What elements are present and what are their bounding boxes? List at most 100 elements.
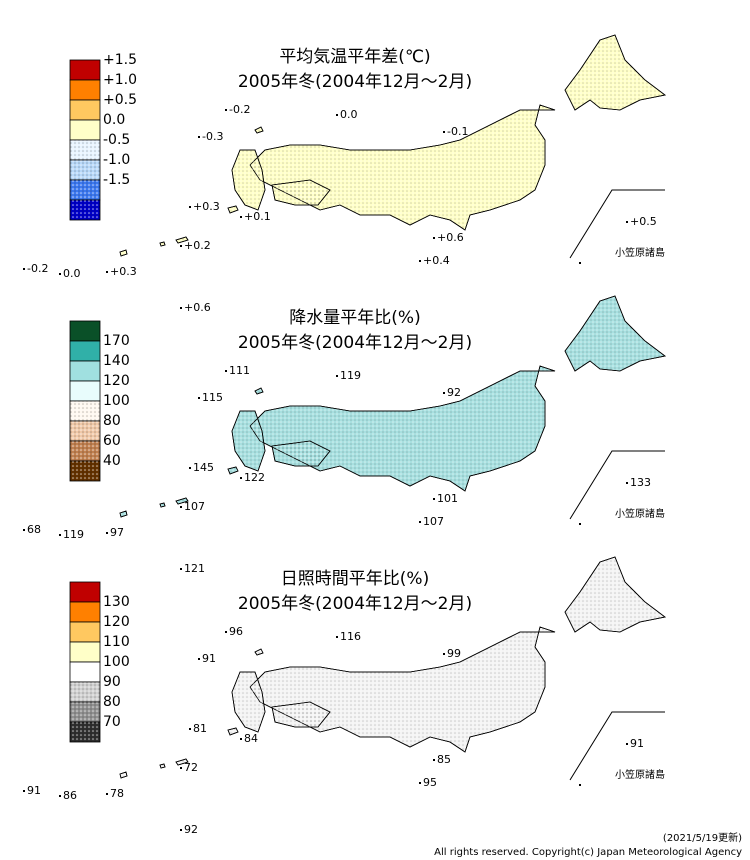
station-value: 86 bbox=[63, 789, 77, 802]
legend-label: 70 bbox=[103, 714, 121, 730]
legend-swatch bbox=[70, 582, 100, 602]
island bbox=[579, 523, 581, 525]
legend-swatch-dots bbox=[70, 200, 100, 220]
inset-label: 小笠原諸島 bbox=[615, 246, 665, 259]
legend-label: -0.5 bbox=[103, 132, 130, 148]
station-dot bbox=[336, 375, 338, 377]
legend-label: +0.5 bbox=[103, 92, 137, 108]
legend-swatch bbox=[70, 341, 100, 361]
legend-label: +1.0 bbox=[103, 72, 137, 88]
station-value: 92 bbox=[447, 386, 461, 399]
legend-swatch-dots bbox=[70, 722, 100, 742]
station-dot bbox=[198, 136, 200, 138]
legend-label: 0.0 bbox=[103, 112, 125, 128]
legend-label: 90 bbox=[103, 674, 121, 690]
station-dot bbox=[240, 216, 242, 218]
station-dot bbox=[225, 109, 227, 111]
station-dot bbox=[443, 392, 445, 394]
legend-swatch bbox=[70, 381, 100, 401]
legend-swatch bbox=[70, 361, 100, 381]
station-value: 119 bbox=[340, 369, 361, 382]
copyright: All rights reserved. Copyright(c) Japan … bbox=[434, 847, 742, 858]
station-dot bbox=[106, 532, 108, 534]
station-value: 91 bbox=[27, 784, 41, 797]
legend-swatch-dots bbox=[70, 421, 100, 441]
station-value: +0.3 bbox=[193, 200, 220, 213]
map-subtitle: 2005年冬(2004年12月～2月) bbox=[238, 72, 472, 92]
station-dot bbox=[240, 477, 242, 479]
station-dot bbox=[198, 658, 200, 660]
legend-swatch bbox=[70, 100, 100, 120]
legend-label: 140 bbox=[103, 353, 130, 369]
station-value: +0.6 bbox=[184, 301, 211, 314]
legend-label: 120 bbox=[103, 614, 130, 630]
station-value: -0.2 bbox=[27, 262, 48, 275]
station-dot bbox=[189, 467, 191, 469]
station-dot bbox=[106, 793, 108, 795]
legend-label: +1.5 bbox=[103, 52, 137, 68]
map-panel: 小笠原諸島降水量平年比(%)2005年冬(2004年12月～2月)1701401… bbox=[23, 296, 665, 575]
japan-texture bbox=[120, 296, 665, 517]
inset-label: 小笠原諸島 bbox=[615, 768, 665, 781]
station-dot bbox=[433, 498, 435, 500]
station-dot bbox=[198, 397, 200, 399]
legend-swatch bbox=[70, 120, 100, 140]
legend-swatch bbox=[70, 662, 100, 682]
station-dot bbox=[443, 653, 445, 655]
japan-texture bbox=[120, 557, 665, 778]
station-dot bbox=[180, 568, 182, 570]
station-value: 91 bbox=[630, 737, 644, 750]
station-value: +0.5 bbox=[630, 215, 657, 228]
legend-swatch-dots bbox=[70, 160, 100, 180]
station-dot bbox=[189, 206, 191, 208]
station-dot bbox=[626, 482, 628, 484]
station-dot bbox=[419, 260, 421, 262]
legend-label: 80 bbox=[103, 694, 121, 710]
legend-label: 170 bbox=[103, 333, 130, 349]
station-value: +0.3 bbox=[110, 265, 137, 278]
station-dot bbox=[225, 631, 227, 633]
station-dot bbox=[59, 795, 61, 797]
station-value: 97 bbox=[110, 526, 124, 539]
legend-swatch-dots bbox=[70, 180, 100, 200]
station-value: 91 bbox=[202, 652, 216, 665]
legend-swatch bbox=[70, 602, 100, 622]
legend-swatch-dots bbox=[70, 461, 100, 481]
station-value: 122 bbox=[244, 471, 265, 484]
station-value: 78 bbox=[110, 787, 124, 800]
station-value: 99 bbox=[447, 647, 461, 660]
legend-label: 130 bbox=[103, 594, 130, 610]
legend-swatch-dots bbox=[70, 401, 100, 421]
station-dot bbox=[180, 829, 182, 831]
station-value: 81 bbox=[193, 722, 207, 735]
legend-label: -1.5 bbox=[103, 172, 130, 188]
station-dot bbox=[189, 728, 191, 730]
legend-label: 100 bbox=[103, 654, 130, 670]
legend-swatch bbox=[70, 321, 100, 341]
station-value: 85 bbox=[437, 753, 451, 766]
station-value: 72 bbox=[184, 761, 198, 774]
legend-swatch-dots bbox=[70, 140, 100, 160]
inset-label: 小笠原諸島 bbox=[615, 507, 665, 520]
station-dot bbox=[59, 534, 61, 536]
station-value: 145 bbox=[193, 461, 214, 474]
map bbox=[120, 35, 665, 256]
station-value: 96 bbox=[229, 625, 243, 638]
map-title: 平均気温平年差(℃) bbox=[279, 47, 430, 67]
station-dot bbox=[240, 738, 242, 740]
station-dot bbox=[443, 131, 445, 133]
station-value: 0.0 bbox=[340, 108, 358, 121]
station-value: 115 bbox=[202, 391, 223, 404]
station-dot bbox=[23, 790, 25, 792]
island bbox=[579, 262, 581, 264]
legend-swatch-dots bbox=[70, 702, 100, 722]
update-date: (2021/5/19更新) bbox=[663, 831, 742, 844]
station-dot bbox=[106, 271, 108, 273]
panels: 小笠原諸島 平均気温平年差(℃) 2005年冬(2004年12月～2月) +1.5 +1… bbox=[23, 35, 665, 836]
map-panel: 小笠原諸島日照時間平年比(%)2005年冬(2004年12月～2月)130120… bbox=[23, 557, 665, 836]
legend-swatch bbox=[70, 642, 100, 662]
station-dot bbox=[180, 767, 182, 769]
station-value: 107 bbox=[423, 515, 444, 528]
map-subtitle: 2005年冬(2004年12月～2月) bbox=[238, 333, 472, 353]
